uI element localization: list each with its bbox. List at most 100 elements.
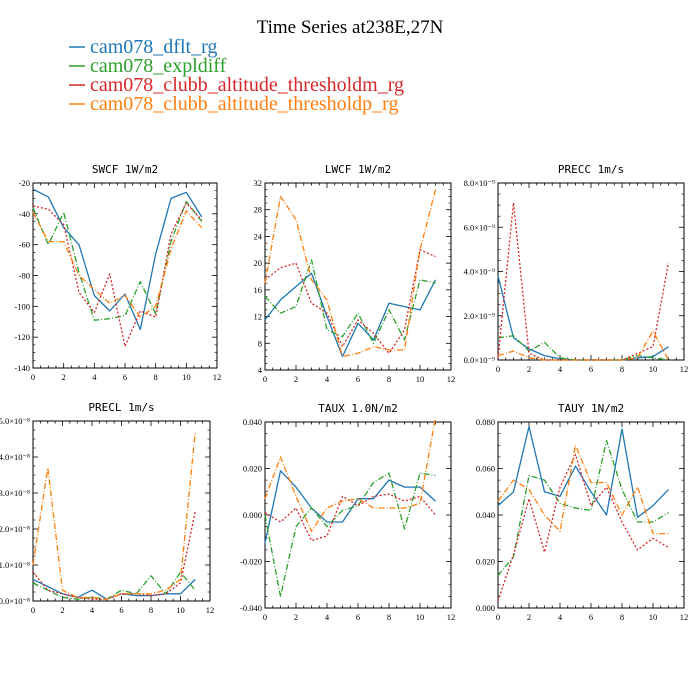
series-line-2 <box>497 439 669 576</box>
plot-frame <box>264 421 452 609</box>
y-tick-label: -140 <box>14 363 30 373</box>
chart-panel: TAUX 1.0N/m2 0 2 4 6 8 10 12 -0.040 -0.020 0.000 0.… <box>240 402 455 622</box>
series-line-3 <box>264 493 436 542</box>
legend: cam078_dflt_rgcam078_expldiffcam078_club… <box>69 36 404 115</box>
series-line-3 <box>497 453 669 602</box>
x-tick-label: 0 <box>263 612 267 622</box>
y-tick-label: -0.020 <box>240 557 262 567</box>
chart-panels: SWCF 1W/m20 2 4 6 8 10 12-140-120-100-80-60-40… <box>0 163 688 622</box>
x-tick-label: 10 <box>416 612 425 622</box>
figure-title: Time Series at238E,27N <box>257 17 444 38</box>
x-tick-label: 4 <box>92 372 97 382</box>
chart-panel: TAUY 1N/m2 0 2 4 6 8 10 12 0.000 0.020 0.040 0.060 0… <box>476 402 688 622</box>
y-tick-label: 0.020 <box>243 464 262 474</box>
legend-label: cam078_clubb_altitude_thresholdp_rg <box>90 93 398 115</box>
x-tick-label: 2 <box>527 612 531 622</box>
series-line-2 <box>264 472 436 598</box>
series-line-2 <box>32 200 203 321</box>
series-line-1 <box>497 275 669 361</box>
y-tick-label: 0.080 <box>476 417 495 427</box>
y-tick-label: 2.0×10⁻⁸ <box>0 524 30 534</box>
y-tick-label: 6.0×10⁻⁹ <box>464 222 495 232</box>
series-line-1 <box>497 425 669 518</box>
x-tick-label: 12 <box>447 612 456 622</box>
y-tick-label: 3.0×10⁻⁸ <box>0 488 30 498</box>
x-tick-label: 4 <box>558 364 563 374</box>
x-tick-label: 8 <box>620 364 624 374</box>
x-tick-label: 6 <box>356 374 360 384</box>
x-tick-label: 2 <box>62 372 66 382</box>
panel-title: LWCF 1W/m2 <box>325 163 391 176</box>
x-tick-label: 10 <box>649 364 658 374</box>
y-tick-label: 16 <box>254 285 263 295</box>
y-tick-label: 20 <box>254 258 263 268</box>
y-tick-label: -0.040 <box>240 603 262 613</box>
panel-title: PRECL 1m/s <box>88 401 154 414</box>
y-tick-label: -120 <box>14 332 30 342</box>
x-tick-label: 4 <box>325 612 330 622</box>
legend-entry: cam078_clubb_altitude_thresholdp_rg <box>69 93 398 115</box>
x-tick-label: 2 <box>294 612 298 622</box>
legend-label: cam078_dflt_rg <box>90 36 217 58</box>
y-tick-label: 8.0×10⁻⁹ <box>464 178 495 188</box>
y-tick-label: 4.0×10⁻⁸ <box>0 452 30 462</box>
series-line-1 <box>32 188 203 331</box>
x-tick-label: 6 <box>589 364 593 374</box>
x-tick-label: 12 <box>213 372 222 382</box>
x-tick-label: 2 <box>294 374 298 384</box>
series-line-1 <box>264 470 436 544</box>
x-tick-label: 0 <box>31 372 35 382</box>
series-line-4 <box>497 330 670 361</box>
series-line-4 <box>497 444 669 535</box>
panel-title: SWCF 1W/m2 <box>92 163 158 176</box>
series-line-3 <box>497 202 670 361</box>
x-tick-label: 6 <box>356 612 360 622</box>
legend-label: cam078_clubb_altitude_thresholdm_rg <box>90 74 404 96</box>
x-tick-label: 10 <box>182 372 191 382</box>
series-line-3 <box>32 202 203 348</box>
x-tick-label: 8 <box>149 605 153 615</box>
y-tick-label: 32 <box>254 178 263 188</box>
series-line-3 <box>264 249 436 354</box>
panel-title: PRECC 1m/s <box>558 163 624 176</box>
x-tick-label: 10 <box>416 374 425 384</box>
y-tick-label: 8 <box>258 338 262 348</box>
y-tick-label: 28 <box>254 205 263 215</box>
x-tick-label: 12 <box>680 612 689 622</box>
y-tick-label: 0.000 <box>476 603 495 613</box>
y-tick-label: 2.0×10⁻⁹ <box>464 311 495 321</box>
x-tick-label: 12 <box>680 364 689 374</box>
x-tick-label: 6 <box>123 372 127 382</box>
y-tick-label: 1.0×10⁻⁸ <box>0 560 30 570</box>
y-tick-label: 0.040 <box>476 510 495 520</box>
series-line-2 <box>264 259 436 344</box>
chart-panel: PRECC 1m/s 0 2 4 6 8 10 12 0.0×10⁻⁹ 2.0×10⁻⁹ 4.0×1… <box>464 163 689 374</box>
x-tick-label: 2 <box>527 364 531 374</box>
series-line-4 <box>32 431 196 600</box>
x-tick-label: 10 <box>649 612 658 622</box>
series-line-4 <box>264 189 437 358</box>
y-tick-label: 0.020 <box>476 557 495 567</box>
y-tick-label: 0.060 <box>476 464 495 474</box>
y-tick-label: -100 <box>14 301 30 311</box>
series-line-4 <box>264 417 437 532</box>
x-tick-label: 0 <box>496 364 500 374</box>
y-tick-label: -40 <box>19 209 30 219</box>
x-tick-label: 4 <box>90 605 95 615</box>
x-tick-label: 8 <box>387 374 391 384</box>
plot-frame <box>32 420 211 602</box>
panel-title: TAUX 1.0N/m2 <box>318 402 397 415</box>
y-tick-label: 4.0×10⁻⁹ <box>464 267 495 277</box>
x-tick-label: 8 <box>154 372 158 382</box>
legend-label: cam078_expldiff <box>90 55 227 77</box>
x-tick-label: 6 <box>119 605 123 615</box>
x-tick-label: 0 <box>263 374 267 384</box>
y-tick-label: 0.000 <box>243 510 262 520</box>
y-tick-label: -20 <box>19 178 30 188</box>
panel-title: TAUY 1N/m2 <box>558 402 624 415</box>
y-tick-label: 0.040 <box>243 417 262 427</box>
y-tick-label: 0.0×10⁻⁸ <box>0 596 30 606</box>
y-tick-label: 5.0×10⁻⁸ <box>0 416 30 426</box>
y-tick-label: 0.0×10⁻⁹ <box>464 355 495 365</box>
